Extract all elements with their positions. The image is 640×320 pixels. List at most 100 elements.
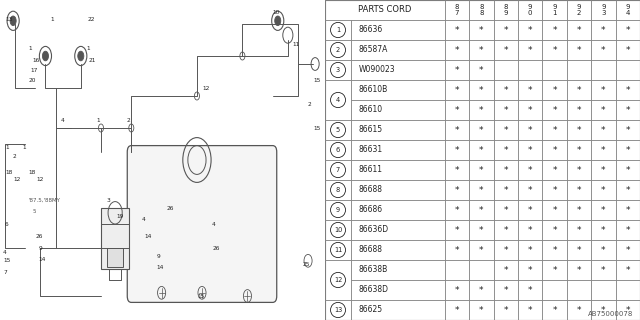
Text: *: * xyxy=(528,285,532,294)
Text: *: * xyxy=(528,165,532,174)
Bar xyxy=(325,220,351,240)
Text: 15: 15 xyxy=(3,258,10,263)
Text: *: * xyxy=(625,205,630,214)
Bar xyxy=(351,180,445,200)
Text: 1: 1 xyxy=(96,117,100,123)
Text: *: * xyxy=(528,45,532,54)
Text: 20: 20 xyxy=(28,77,36,83)
Bar xyxy=(542,220,567,240)
Text: *: * xyxy=(577,266,581,275)
Bar xyxy=(591,160,616,180)
Text: *: * xyxy=(455,165,460,174)
Text: *: * xyxy=(479,186,484,195)
Bar xyxy=(616,40,640,60)
Bar xyxy=(616,160,640,180)
Bar xyxy=(542,100,567,120)
Bar xyxy=(567,80,591,100)
Bar xyxy=(567,20,591,40)
Text: 15: 15 xyxy=(313,77,321,83)
Text: 9: 9 xyxy=(336,207,340,213)
Bar xyxy=(518,240,542,260)
Text: 9: 9 xyxy=(38,245,42,251)
Text: 12: 12 xyxy=(13,177,20,182)
Text: *: * xyxy=(625,165,630,174)
Text: *: * xyxy=(455,146,460,155)
Text: *: * xyxy=(528,146,532,155)
Text: *: * xyxy=(577,245,581,254)
Text: 86610: 86610 xyxy=(358,106,383,115)
Bar xyxy=(493,180,518,200)
Bar xyxy=(616,240,640,260)
Bar xyxy=(445,0,469,20)
Bar xyxy=(542,40,567,60)
Bar xyxy=(567,240,591,260)
Bar xyxy=(493,20,518,40)
Bar xyxy=(351,40,445,60)
Bar xyxy=(616,280,640,300)
Text: *: * xyxy=(625,146,630,155)
Bar xyxy=(325,300,351,320)
Bar xyxy=(493,140,518,160)
Text: *: * xyxy=(528,266,532,275)
Text: *: * xyxy=(601,106,605,115)
Bar xyxy=(351,160,445,180)
Bar xyxy=(591,0,616,20)
Text: *: * xyxy=(552,306,557,315)
Bar xyxy=(469,60,493,80)
Text: 14: 14 xyxy=(38,257,45,262)
Bar xyxy=(591,60,616,80)
Text: *: * xyxy=(479,45,484,54)
Bar xyxy=(445,100,469,120)
Text: *: * xyxy=(455,66,460,75)
Text: 9
1: 9 1 xyxy=(552,4,557,16)
Text: 9
3: 9 3 xyxy=(601,4,605,16)
Bar xyxy=(542,240,567,260)
Bar xyxy=(445,280,469,300)
Text: *: * xyxy=(455,245,460,254)
Bar xyxy=(325,40,351,60)
Bar xyxy=(591,180,616,200)
Text: *: * xyxy=(601,245,605,254)
Bar xyxy=(591,200,616,220)
Text: 15: 15 xyxy=(197,293,204,299)
Bar xyxy=(518,60,542,80)
Text: *: * xyxy=(601,306,605,315)
Bar xyxy=(493,60,518,80)
Text: 4: 4 xyxy=(212,221,216,227)
Text: *: * xyxy=(528,306,532,315)
Bar xyxy=(542,140,567,160)
Text: *: * xyxy=(601,205,605,214)
Text: 4: 4 xyxy=(61,117,65,123)
Bar xyxy=(518,100,542,120)
Text: *: * xyxy=(577,26,581,35)
Text: *: * xyxy=(479,306,484,315)
Text: 4: 4 xyxy=(3,250,7,255)
Circle shape xyxy=(42,51,49,61)
Text: 5: 5 xyxy=(336,127,340,133)
Bar xyxy=(542,160,567,180)
Bar xyxy=(469,120,493,140)
Bar xyxy=(101,208,129,269)
Bar xyxy=(591,140,616,160)
Circle shape xyxy=(10,16,16,26)
Text: 1: 1 xyxy=(336,27,340,33)
Bar xyxy=(493,120,518,140)
Text: *: * xyxy=(601,146,605,155)
Bar xyxy=(325,260,351,300)
Bar xyxy=(493,260,518,280)
Text: *: * xyxy=(479,226,484,235)
Bar xyxy=(591,20,616,40)
Text: *: * xyxy=(455,285,460,294)
Bar xyxy=(469,100,493,120)
Bar xyxy=(567,220,591,240)
Bar xyxy=(591,40,616,60)
Bar xyxy=(469,300,493,320)
Text: 86636D: 86636D xyxy=(358,226,388,235)
Bar xyxy=(351,200,445,220)
Bar xyxy=(542,80,567,100)
Bar xyxy=(542,260,567,280)
Text: *: * xyxy=(577,226,581,235)
Text: *: * xyxy=(455,26,460,35)
Text: 1: 1 xyxy=(5,145,9,150)
Bar xyxy=(469,0,493,20)
